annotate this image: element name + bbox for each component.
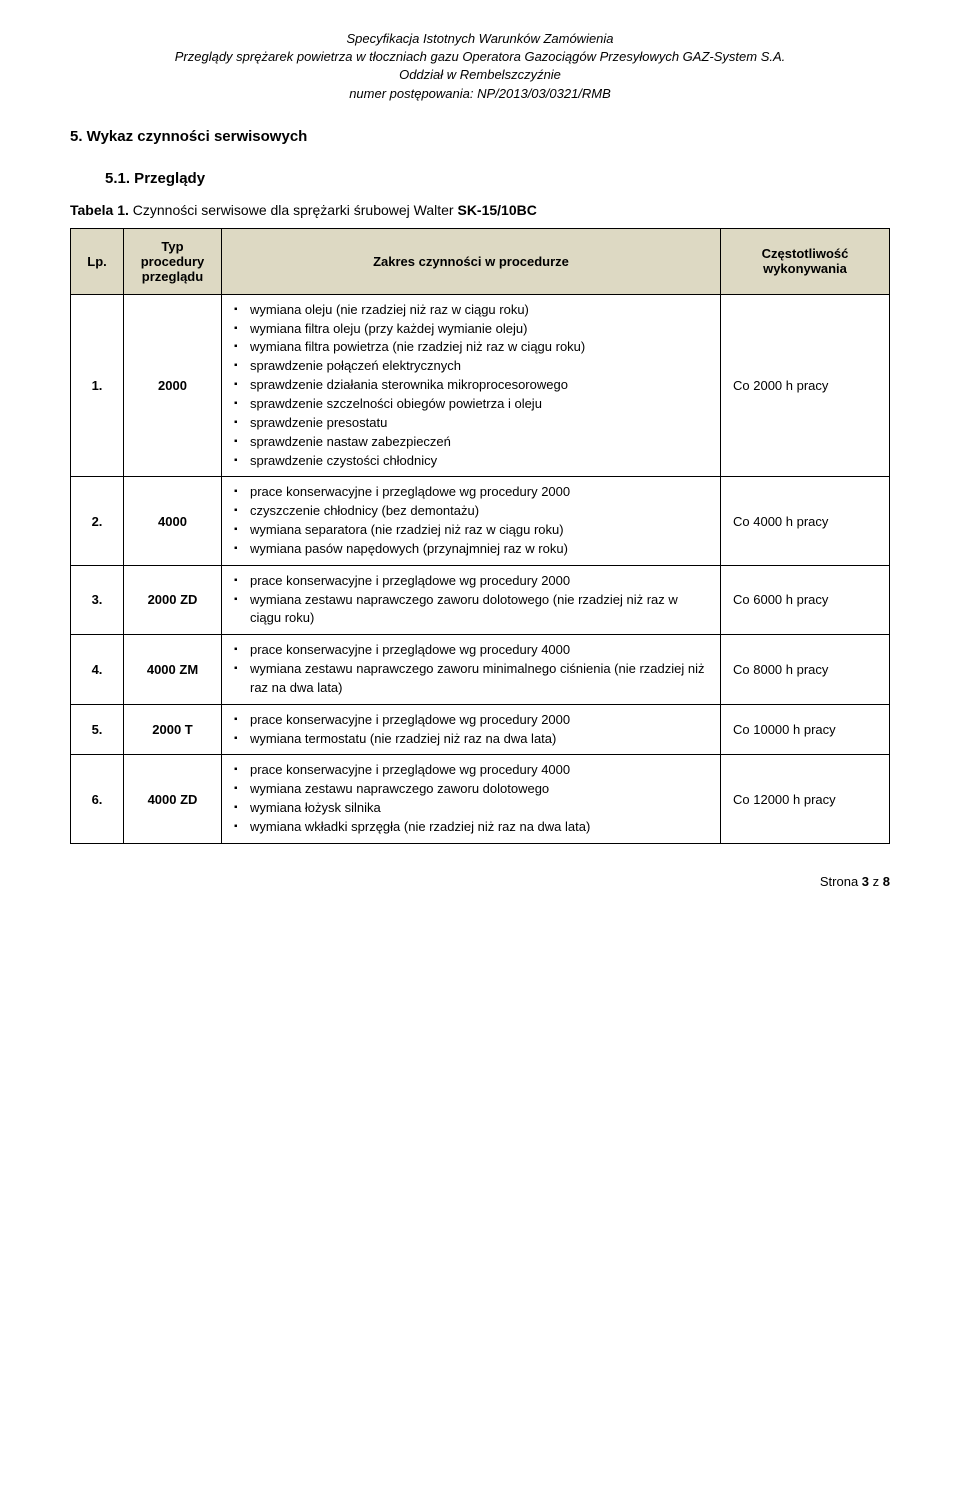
cell-lp: 2. xyxy=(71,477,124,565)
bullet-list: wymiana oleju (nie rzadziej niż raz w ci… xyxy=(232,301,710,471)
cell-zakres: prace konserwacyjne i przeglądowe wg pro… xyxy=(222,755,721,843)
section-title: 5. Wykaz czynności serwisowych xyxy=(70,128,890,145)
page-footer: Strona 3 z 8 xyxy=(70,874,890,889)
cell-zakres: prace konserwacyjne i przeglądowe wg pro… xyxy=(222,704,721,755)
cell-typ: 4000 xyxy=(124,477,222,565)
table-row: 4.4000 ZM prace konserwacyjne i przeglądo… xyxy=(71,635,890,705)
table-row: 2.4000 prace konserwacyjne i przeglądowe … xyxy=(71,477,890,565)
table-caption: Tabela 1. Czynności serwisowe dla spręża… xyxy=(70,202,890,218)
cell-lp: 6. xyxy=(71,755,124,843)
cell-typ: 4000 ZM xyxy=(124,635,222,705)
list-item: sprawdzenie nastaw zabezpieczeń xyxy=(246,433,710,452)
page-container: Specyfikacja Istotnych Warunków Zamówien… xyxy=(0,0,960,909)
cell-freq: Co 4000 h pracy xyxy=(721,477,890,565)
cell-freq: Co 10000 h pracy xyxy=(721,704,890,755)
list-item: wymiana separatora (nie rzadziej niż raz… xyxy=(246,521,710,540)
list-item: prace konserwacyjne i przeglądowe wg pro… xyxy=(246,711,710,730)
col-header-zakres: Zakres czynności w procedurze xyxy=(222,228,721,294)
col-header-lp: Lp. xyxy=(71,228,124,294)
bullet-list: prace konserwacyjne i przeglądowe wg pro… xyxy=(232,483,710,558)
subsection-title: 5.1. Przeglądy xyxy=(105,170,890,187)
col-header-typ: Typ procedury przeglądu xyxy=(124,228,222,294)
table-header-row: Lp. Typ procedury przeglądu Zakres czynn… xyxy=(71,228,890,294)
cell-zakres: prace konserwacyjne i przeglądowe wg pro… xyxy=(222,565,721,635)
list-item: prace konserwacyjne i przeglądowe wg pro… xyxy=(246,641,710,660)
list-item: czyszczenie chłodnicy (bez demontażu) xyxy=(246,502,710,521)
list-item: wymiana pasów napędowych (przynajmniej r… xyxy=(246,540,710,559)
bullet-list: prace konserwacyjne i przeglądowe wg pro… xyxy=(232,641,710,698)
cell-lp: 5. xyxy=(71,704,124,755)
table-body: 1.2000 wymiana oleju (nie rzadziej niż ra… xyxy=(71,294,890,843)
table-row: 1.2000 wymiana oleju (nie rzadziej niż ra… xyxy=(71,294,890,477)
list-item: prace konserwacyjne i przeglądowe wg pro… xyxy=(246,761,710,780)
service-table: Lp. Typ procedury przeglądu Zakres czynn… xyxy=(70,228,890,844)
cell-typ: 2000 T xyxy=(124,704,222,755)
bullet-list: prace konserwacyjne i przeglądowe wg pro… xyxy=(232,572,710,629)
list-item: wymiana termostatu (nie rzadziej niż raz… xyxy=(246,730,710,749)
header-line-4: numer postępowania: NP/2013/03/0321/RMB xyxy=(70,85,890,103)
cell-typ: 4000 ZD xyxy=(124,755,222,843)
list-item: wymiana zestawu naprawczego zaworu dolot… xyxy=(246,780,710,799)
list-item: wymiana wkładki sprzęgła (nie rzadziej n… xyxy=(246,818,710,837)
cell-zakres: prace konserwacyjne i przeglądowe wg pro… xyxy=(222,477,721,565)
footer-total: 8 xyxy=(883,874,890,889)
cell-lp: 4. xyxy=(71,635,124,705)
list-item: wymiana oleju (nie rzadziej niż raz w ci… xyxy=(246,301,710,320)
table-caption-model: SK-15/10BC xyxy=(457,202,536,218)
table-row: 3.2000 ZD prace konserwacyjne i przeglądo… xyxy=(71,565,890,635)
table-caption-prefix: Tabela 1. xyxy=(70,202,129,218)
cell-freq: Co 6000 h pracy xyxy=(721,565,890,635)
list-item: prace konserwacyjne i przeglądowe wg pro… xyxy=(246,483,710,502)
cell-typ: 2000 ZD xyxy=(124,565,222,635)
list-item: wymiana filtra oleju (przy każdej wymian… xyxy=(246,320,710,339)
cell-typ: 2000 xyxy=(124,294,222,477)
list-item: wymiana filtra powietrza (nie rzadziej n… xyxy=(246,338,710,357)
list-item: sprawdzenie połączeń elektrycznych xyxy=(246,357,710,376)
list-item: wymiana zestawu naprawczego zaworu dolot… xyxy=(246,591,710,629)
header-line-2: Przeglądy sprężarek powietrza w tłocznia… xyxy=(70,48,890,66)
header-line-1: Specyfikacja Istotnych Warunków Zamówien… xyxy=(70,30,890,48)
cell-freq: Co 12000 h pracy xyxy=(721,755,890,843)
table-caption-text: Czynności serwisowe dla sprężarki śrubow… xyxy=(129,202,458,218)
table-row: 6.4000 ZD prace konserwacyjne i przeglądo… xyxy=(71,755,890,843)
cell-lp: 1. xyxy=(71,294,124,477)
document-header: Specyfikacja Istotnych Warunków Zamówien… xyxy=(70,30,890,103)
cell-zakres: wymiana oleju (nie rzadziej niż raz w ci… xyxy=(222,294,721,477)
cell-freq: Co 2000 h pracy xyxy=(721,294,890,477)
col-header-freq: Częstotliwość wykonywania xyxy=(721,228,890,294)
cell-lp: 3. xyxy=(71,565,124,635)
list-item: wymiana zestawu naprawczego zaworu minim… xyxy=(246,660,710,698)
header-line-3: Oddział w Rembelszczyźnie xyxy=(70,66,890,84)
bullet-list: prace konserwacyjne i przeglądowe wg pro… xyxy=(232,761,710,836)
footer-mid: z xyxy=(869,874,883,889)
list-item: sprawdzenie presostatu xyxy=(246,414,710,433)
bullet-list: prace konserwacyjne i przeglądowe wg pro… xyxy=(232,711,710,749)
cell-zakres: prace konserwacyjne i przeglądowe wg pro… xyxy=(222,635,721,705)
table-row: 5.2000 T prace konserwacyjne i przeglądow… xyxy=(71,704,890,755)
footer-prefix: Strona xyxy=(820,874,862,889)
list-item: sprawdzenie działania sterownika mikropr… xyxy=(246,376,710,395)
list-item: sprawdzenie szczelności obiegów powietrz… xyxy=(246,395,710,414)
list-item: sprawdzenie czystości chłodnicy xyxy=(246,452,710,471)
list-item: prace konserwacyjne i przeglądowe wg pro… xyxy=(246,572,710,591)
footer-page-num: 3 xyxy=(862,874,869,889)
list-item: wymiana łożysk silnika xyxy=(246,799,710,818)
cell-freq: Co 8000 h pracy xyxy=(721,635,890,705)
